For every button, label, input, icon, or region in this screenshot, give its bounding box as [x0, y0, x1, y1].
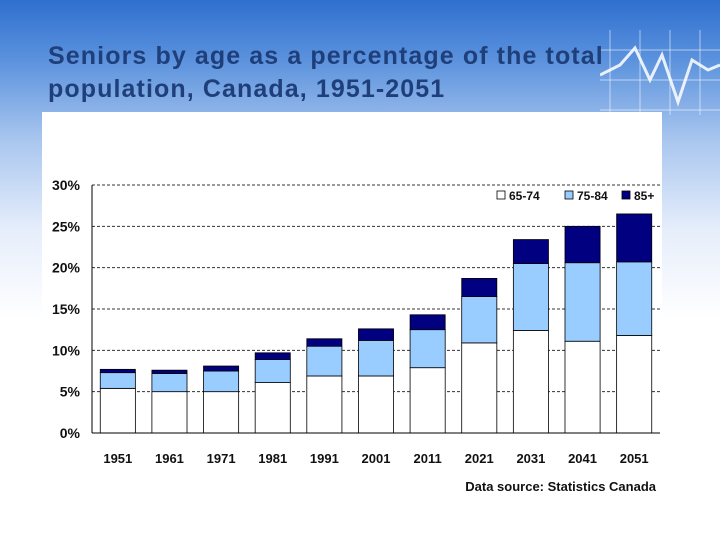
bar-1971-75-84	[203, 370, 240, 393]
bar-1991-75-84	[306, 345, 343, 377]
x-tick-label: 1971	[207, 451, 236, 466]
bar-1991-85plus	[306, 338, 343, 347]
data-source-note: Data source: Statistics Canada	[465, 479, 657, 494]
y-tick-label: 0%	[60, 425, 81, 441]
stacked-bar-chart: 0% 5% 10% 15% 20% 25% 30% 1951 1961 1971 1981 1991 2…	[52, 177, 660, 494]
x-tick-label: 1951	[103, 451, 132, 466]
bar-1961-85plus	[151, 369, 188, 374]
y-tick-label: 5%	[60, 384, 81, 400]
bar-2011-65-74	[409, 367, 446, 434]
bar-1961-65-74	[151, 391, 188, 434]
bar-2031-75-84	[512, 263, 549, 331]
bars	[99, 213, 653, 434]
chart-panel: 0% 5% 10% 15% 20% 25% 30% 1951 1961 1971 1981 1991 2…	[42, 112, 662, 502]
bar-1971-65-74	[203, 391, 240, 434]
bar-2021-75-84	[461, 296, 498, 344]
bar-2021-85plus	[461, 278, 498, 297]
x-tick-label: 2051	[620, 451, 649, 466]
decorative-wave-graphic	[600, 30, 720, 115]
bar-1981-75-84	[254, 359, 291, 383]
y-tick-label: 20%	[52, 260, 81, 276]
bar-1951-65-74	[99, 387, 136, 434]
x-tick-label: 2021	[465, 451, 494, 466]
bar-2011-85plus	[409, 314, 446, 331]
bar-1981-65-74	[254, 382, 291, 434]
bar-2041-75-84	[564, 262, 601, 342]
bar-2051-75-84	[616, 261, 653, 336]
bar-1961-75-84	[151, 373, 188, 393]
legend: 65-74 75-84 85+	[496, 189, 654, 203]
x-tick-label: 1961	[155, 451, 184, 466]
bar-1981-85plus	[254, 352, 291, 360]
bar-2031-65-74	[512, 330, 549, 434]
legend-label: 65-74	[509, 189, 540, 203]
y-tick-label: 10%	[52, 342, 81, 358]
y-tick-label: 15%	[52, 301, 81, 317]
legend-swatch	[564, 190, 574, 200]
bar-1971-85plus	[203, 365, 240, 372]
x-tick-label: 2011	[414, 451, 442, 466]
bar-1951-85plus	[99, 368, 136, 374]
axes: 0% 5% 10% 15% 20% 25% 30% 1951 1961 1971 1981 1991 2…	[52, 177, 660, 466]
bar-2051-65-74	[616, 335, 653, 434]
y-tick-label: 25%	[52, 218, 81, 234]
bar-2041-65-74	[564, 340, 601, 434]
legend-label: 85+	[634, 189, 654, 203]
bar-2001-85plus	[358, 328, 394, 341]
bar-2021-65-74	[461, 342, 498, 434]
bar-2031-85plus	[512, 239, 549, 264]
legend-label: 75-84	[577, 189, 608, 203]
bar-2001-65-74	[358, 375, 394, 434]
legend-swatch	[496, 190, 506, 200]
x-tick-label: 2001	[362, 451, 391, 466]
bar-2051-85plus	[616, 213, 653, 263]
bar-2011-75-84	[409, 329, 446, 369]
x-tick-label: 1981	[258, 451, 287, 466]
slide-title: Seniors by age as a percentage of the to…	[48, 42, 604, 103]
bar-1991-65-74	[306, 375, 343, 434]
y-tick-label: 30%	[52, 177, 81, 193]
bar-2001-75-84	[358, 340, 394, 377]
x-tick-label: 2041	[568, 451, 597, 466]
x-tick-label: 2031	[516, 451, 545, 466]
x-tick-label: 1991	[310, 451, 339, 466]
bar-2041-85plus	[564, 225, 601, 264]
legend-swatch	[621, 190, 631, 200]
bar-1951-75-84	[99, 372, 136, 389]
